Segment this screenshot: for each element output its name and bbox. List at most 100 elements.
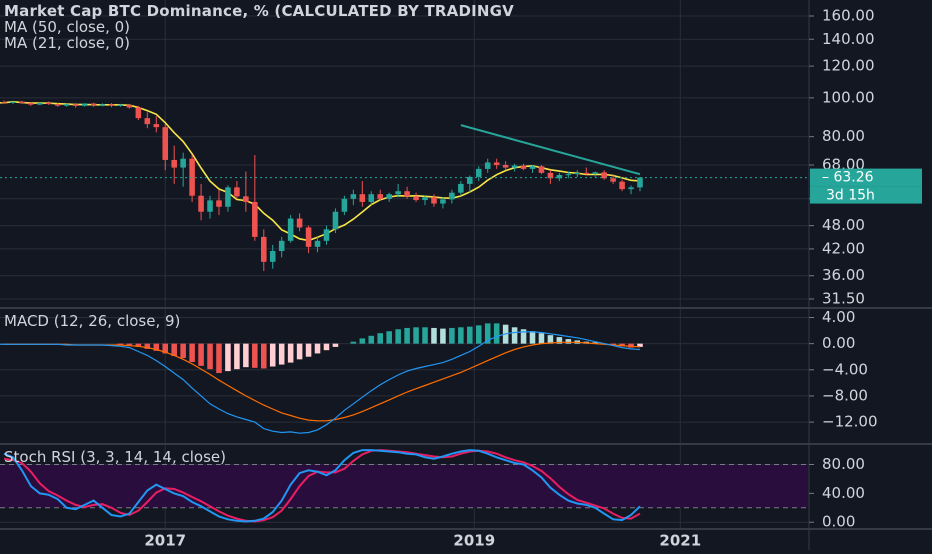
macd-histogram-bar[interactable] bbox=[547, 335, 554, 344]
candle[interactable] bbox=[144, 112, 151, 129]
candle[interactable] bbox=[377, 189, 384, 201]
candle[interactable] bbox=[19, 100, 25, 104]
macd-histogram-bar[interactable] bbox=[198, 343, 204, 366]
candle[interactable] bbox=[37, 102, 43, 106]
macd-histogram-bar[interactable] bbox=[153, 343, 160, 351]
candle[interactable] bbox=[395, 183, 401, 198]
macd-histogram-bar[interactable] bbox=[368, 335, 375, 344]
macd-histogram-bar[interactable] bbox=[413, 327, 419, 344]
macd-histogram-bar[interactable] bbox=[135, 343, 142, 347]
macd-histogram-bar[interactable] bbox=[619, 343, 625, 347]
macd-histogram-bar[interactable] bbox=[207, 343, 213, 370]
macd-histogram-bar[interactable] bbox=[359, 338, 366, 344]
macd-histogram-bar[interactable] bbox=[350, 341, 357, 344]
candle[interactable] bbox=[449, 189, 455, 204]
macd-histogram-bar[interactable] bbox=[467, 326, 473, 344]
candle[interactable] bbox=[63, 103, 70, 107]
candle[interactable] bbox=[422, 195, 428, 206]
candle[interactable] bbox=[216, 189, 222, 216]
macd-histogram-bar[interactable] bbox=[592, 342, 598, 344]
ma-line-50[interactable] bbox=[3, 100, 641, 242]
candle[interactable] bbox=[359, 181, 366, 207]
candle[interactable] bbox=[458, 181, 464, 196]
macd-histogram-bar[interactable] bbox=[287, 343, 294, 363]
legend-stoch-rsi[interactable]: Stoch RSI (3, 3, 14, 14, close) bbox=[4, 449, 226, 465]
candle[interactable] bbox=[1, 100, 7, 104]
candle[interactable] bbox=[467, 175, 473, 193]
macd-histogram-bar[interactable] bbox=[189, 343, 195, 362]
macd-histogram-bar[interactable] bbox=[493, 323, 500, 344]
macd-histogram-bar[interactable] bbox=[637, 343, 643, 347]
macd-histogram-bar[interactable] bbox=[395, 329, 401, 344]
macd-pane[interactable] bbox=[0, 323, 643, 434]
candle[interactable] bbox=[493, 158, 500, 169]
macd-histogram-bar[interactable] bbox=[628, 343, 634, 348]
macd-histogram-bar[interactable] bbox=[323, 343, 330, 351]
macd-histogram-bar[interactable] bbox=[162, 343, 169, 354]
candle[interactable] bbox=[413, 192, 419, 202]
candle[interactable] bbox=[278, 236, 285, 258]
candle[interactable] bbox=[565, 171, 572, 179]
macd-histogram-bar[interactable] bbox=[126, 343, 133, 345]
stoch-pane[interactable] bbox=[3, 449, 641, 523]
candle[interactable] bbox=[592, 171, 598, 177]
candle[interactable] bbox=[243, 171, 249, 212]
candle[interactable] bbox=[72, 103, 79, 108]
macd-histogram-bar[interactable] bbox=[117, 343, 124, 345]
macd-line[interactable] bbox=[4, 331, 641, 434]
candle[interactable] bbox=[520, 163, 527, 171]
macd-histogram-bar[interactable] bbox=[565, 339, 572, 344]
candle[interactable] bbox=[538, 165, 545, 175]
last-price-tag[interactable]: – 63.26 3d 15h bbox=[810, 168, 922, 204]
stoch-d-line[interactable] bbox=[3, 449, 641, 523]
candle[interactable] bbox=[153, 116, 160, 133]
stoch-k-line[interactable] bbox=[3, 449, 641, 523]
macd-histogram-bar[interactable] bbox=[171, 343, 177, 357]
candle[interactable] bbox=[28, 102, 34, 106]
candle[interactable] bbox=[341, 195, 348, 216]
candle[interactable] bbox=[368, 191, 375, 206]
candle[interactable] bbox=[431, 194, 437, 207]
candle[interactable] bbox=[475, 166, 482, 182]
macd-histogram-bar[interactable] bbox=[538, 333, 545, 344]
candle[interactable] bbox=[252, 155, 258, 241]
candle[interactable] bbox=[180, 152, 186, 187]
candle[interactable] bbox=[601, 170, 607, 180]
candle[interactable] bbox=[189, 155, 195, 202]
candle[interactable] bbox=[529, 165, 536, 173]
macd-histogram-bar[interactable] bbox=[260, 343, 267, 369]
candle[interactable] bbox=[46, 101, 52, 105]
macd-histogram-bar[interactable] bbox=[484, 323, 491, 344]
macd-histogram-bar[interactable] bbox=[252, 343, 258, 368]
candle[interactable] bbox=[234, 181, 240, 199]
candle[interactable] bbox=[287, 215, 294, 243]
candle[interactable] bbox=[135, 105, 142, 121]
macd-histogram-bar[interactable] bbox=[386, 331, 392, 344]
legend-ma21[interactable]: MA (21, close, 0) bbox=[4, 35, 131, 51]
candle[interactable] bbox=[610, 174, 616, 184]
candle[interactable] bbox=[556, 172, 563, 182]
candle[interactable] bbox=[108, 103, 115, 108]
macd-histogram-bar[interactable] bbox=[278, 343, 285, 365]
macd-histogram-bar[interactable] bbox=[440, 328, 446, 344]
candle[interactable] bbox=[269, 244, 276, 269]
macd-histogram-bar[interactable] bbox=[404, 327, 410, 344]
candle[interactable] bbox=[323, 225, 330, 245]
candle[interactable] bbox=[484, 158, 491, 173]
macd-histogram-bar[interactable] bbox=[431, 327, 437, 344]
macd-histogram-bar[interactable] bbox=[610, 343, 616, 345]
macd-histogram-bar[interactable] bbox=[520, 329, 527, 344]
candle[interactable] bbox=[583, 167, 590, 176]
macd-histogram-bar[interactable] bbox=[332, 343, 339, 347]
candle[interactable] bbox=[90, 102, 97, 107]
candle[interactable] bbox=[440, 197, 446, 209]
candle[interactable] bbox=[99, 103, 106, 107]
macd-histogram-bar[interactable] bbox=[314, 343, 321, 354]
candle[interactable] bbox=[225, 185, 231, 212]
macd-histogram-bar[interactable] bbox=[475, 325, 482, 344]
candle[interactable] bbox=[332, 208, 339, 234]
candle[interactable] bbox=[637, 176, 643, 192]
macd-histogram-bar[interactable] bbox=[216, 343, 222, 374]
